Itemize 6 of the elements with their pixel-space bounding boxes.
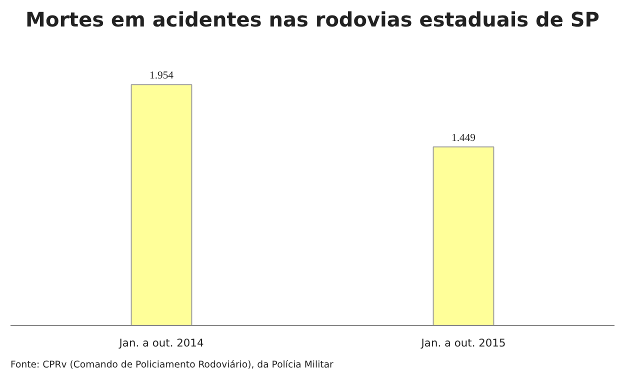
data-label: 1.449	[452, 132, 476, 144]
chart-title: Mortes em acidentes nas rodovias estaduais de SP	[26, 8, 600, 32]
data-label: 1.954	[150, 70, 174, 82]
x-tick-label: Jan. a out. 2014	[118, 336, 204, 350]
source-note: Fonte: CPRv (Comando de Policiamento Rodoviário), da Polícia Militar	[10, 360, 334, 370]
x-tick-label: Jan. a out. 2015	[420, 336, 506, 350]
